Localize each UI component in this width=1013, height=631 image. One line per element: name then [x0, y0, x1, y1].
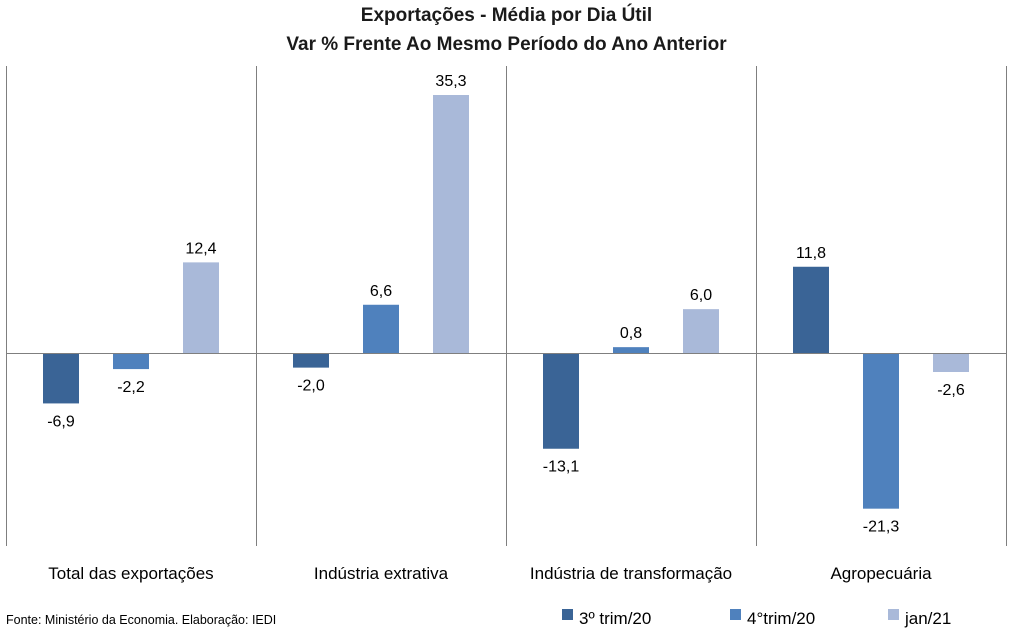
data-label: -21,3: [863, 519, 900, 536]
data-label: -2,0: [297, 378, 325, 395]
legend-swatch: [888, 609, 899, 620]
data-label: -2,2: [117, 379, 145, 396]
category-label: Total das exportações: [48, 564, 213, 583]
bar: [183, 262, 219, 353]
bar: [43, 353, 79, 404]
legend-swatch: [562, 609, 573, 620]
category-label: Indústria extrativa: [314, 564, 449, 583]
data-label: 6,0: [690, 287, 712, 304]
bar: [683, 309, 719, 353]
legend-label: 4°trim/20: [747, 609, 815, 628]
data-label: 11,8: [796, 245, 826, 262]
bar: [293, 353, 329, 368]
chart-title: Exportações - Média por Dia Útil: [360, 5, 653, 26]
category-label: Indústria de transformação: [530, 564, 732, 583]
bar: [113, 353, 149, 370]
bar: [543, 353, 579, 449]
data-label: 6,6: [370, 283, 392, 300]
bar: [613, 347, 649, 353]
category-label: Agropecuária: [830, 564, 932, 583]
bar: [433, 95, 469, 353]
data-label: 12,4: [185, 240, 216, 257]
bar: [933, 353, 969, 373]
data-label: -13,1: [543, 459, 580, 476]
legend-label: jan/21: [904, 609, 951, 628]
bar: [863, 353, 899, 509]
bar: [363, 304, 399, 353]
source-note: Fonte: Ministério da Economia. Elaboraçã…: [6, 613, 276, 627]
bar: [793, 266, 829, 353]
legend-label: 3º trim/20: [579, 609, 651, 628]
data-label: 0,8: [620, 325, 642, 342]
chart-subtitle: Var % Frente Ao Mesmo Período do Ano Ant…: [286, 34, 727, 55]
legend-swatch: [730, 609, 741, 620]
data-label: 35,3: [435, 73, 466, 90]
data-label: -2,6: [937, 382, 965, 399]
data-label: -6,9: [47, 413, 75, 430]
